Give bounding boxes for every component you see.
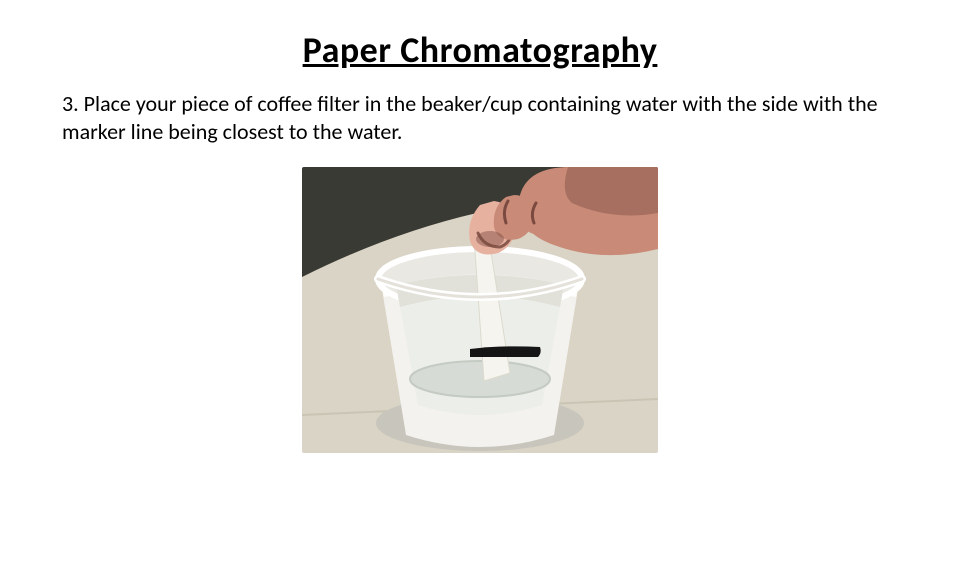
experiment-photo bbox=[302, 167, 658, 453]
figure-container bbox=[0, 167, 960, 453]
experiment-illustration-svg bbox=[302, 167, 658, 453]
instruction-step-3: 3. Place your piece of coffee filter in … bbox=[62, 90, 898, 145]
page-title: Paper Chromatography bbox=[0, 28, 960, 72]
slide: Paper Chromatography 3. Place your piece… bbox=[0, 28, 960, 568]
